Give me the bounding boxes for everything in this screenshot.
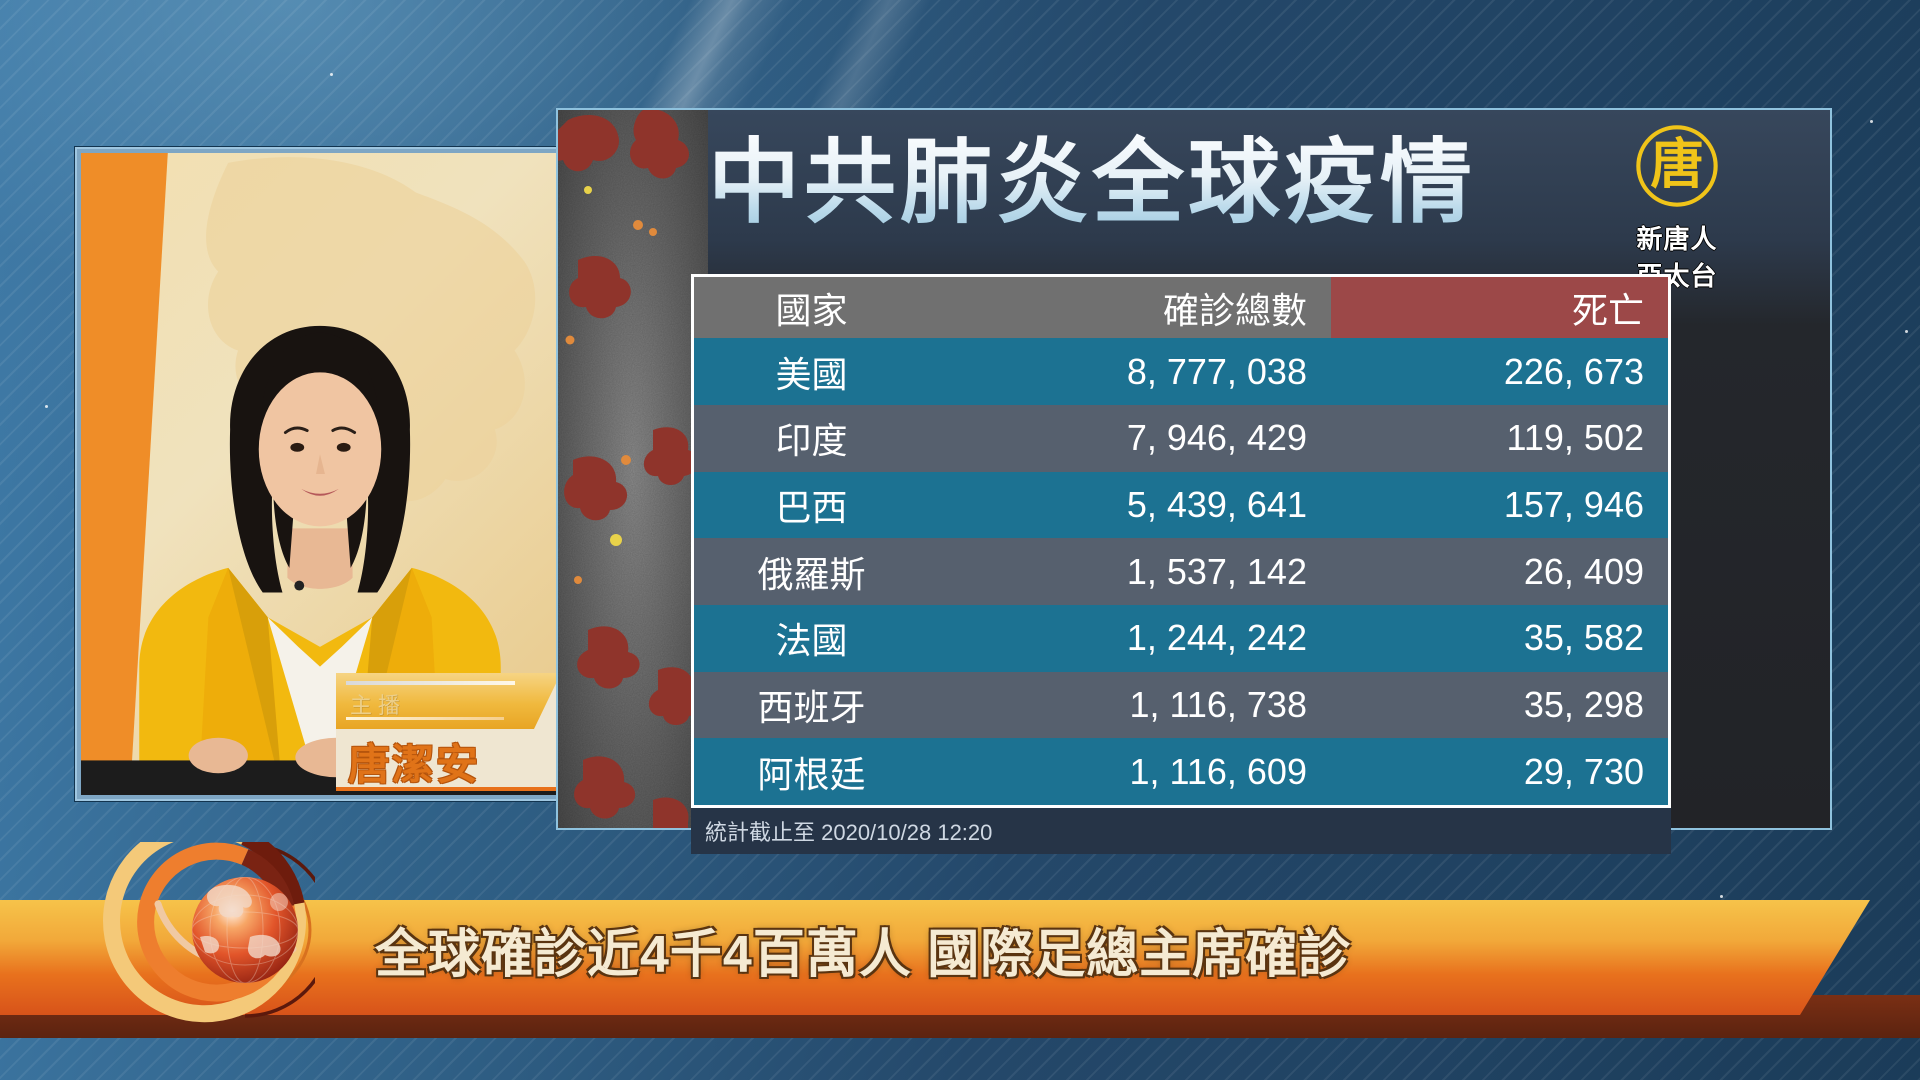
- svg-text:唐: 唐: [1650, 135, 1703, 195]
